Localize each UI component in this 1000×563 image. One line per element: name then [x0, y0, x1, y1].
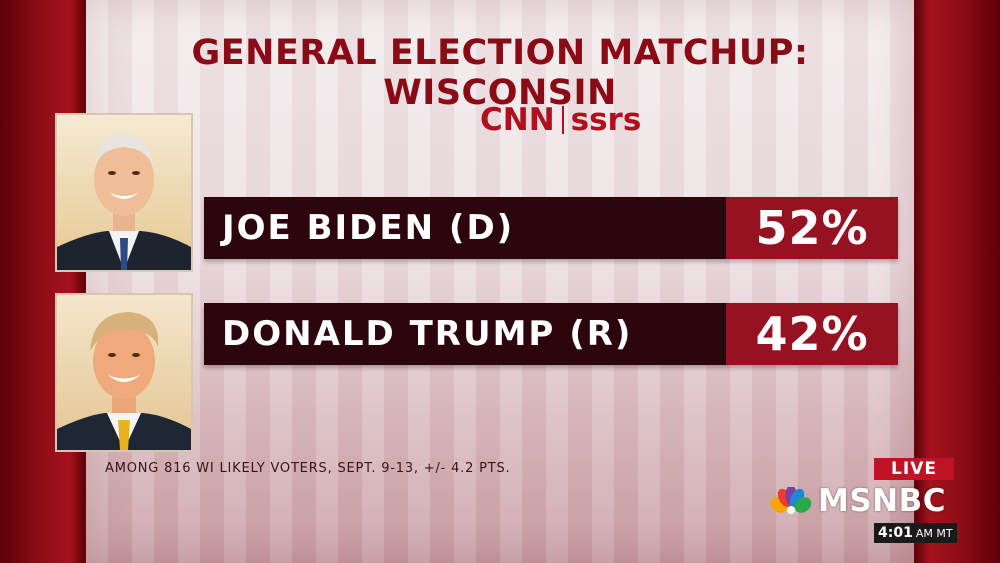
candidate-name: DONALD TRUMP (R) [222, 314, 633, 354]
biden-portrait [55, 113, 193, 272]
candidate-bar-trump: DONALD TRUMP (R) 42% [204, 303, 898, 365]
live-badge: LIVE [874, 458, 954, 480]
ssrs-logo-text: ssrs [570, 102, 642, 138]
trump-photo-icon [57, 295, 191, 450]
candidate-bar-biden: JOE BIDEN (D) 52% [204, 197, 898, 259]
graphic-board [86, 0, 914, 563]
poll-footnote: AMONG 816 WI LIKELY VOTERS, SEPT. 9-13, … [105, 461, 511, 476]
broadcast-clock: 4:01 AM MT [874, 523, 957, 543]
clock-suffix: AM MT [915, 527, 953, 540]
candidate-percentage: 52% [726, 197, 898, 259]
network-name: MSNBC [818, 483, 946, 519]
candidate-name: JOE BIDEN (D) [222, 208, 515, 248]
biden-photo-icon [57, 115, 191, 270]
cnn-logo-text: CNN [480, 102, 555, 138]
logo-divider [561, 106, 564, 134]
candidate-percentage: 42% [726, 303, 898, 365]
peacock-icon [770, 487, 812, 514]
trump-portrait [55, 293, 193, 452]
graphic-title: GENERAL ELECTION MATCHUP: WISCONSIN [191, 33, 809, 113]
sponsor-logo: CNN ssrs [480, 101, 641, 139]
network-logo: MSNBC [770, 483, 946, 519]
clock-time: 4:01 [878, 525, 913, 541]
